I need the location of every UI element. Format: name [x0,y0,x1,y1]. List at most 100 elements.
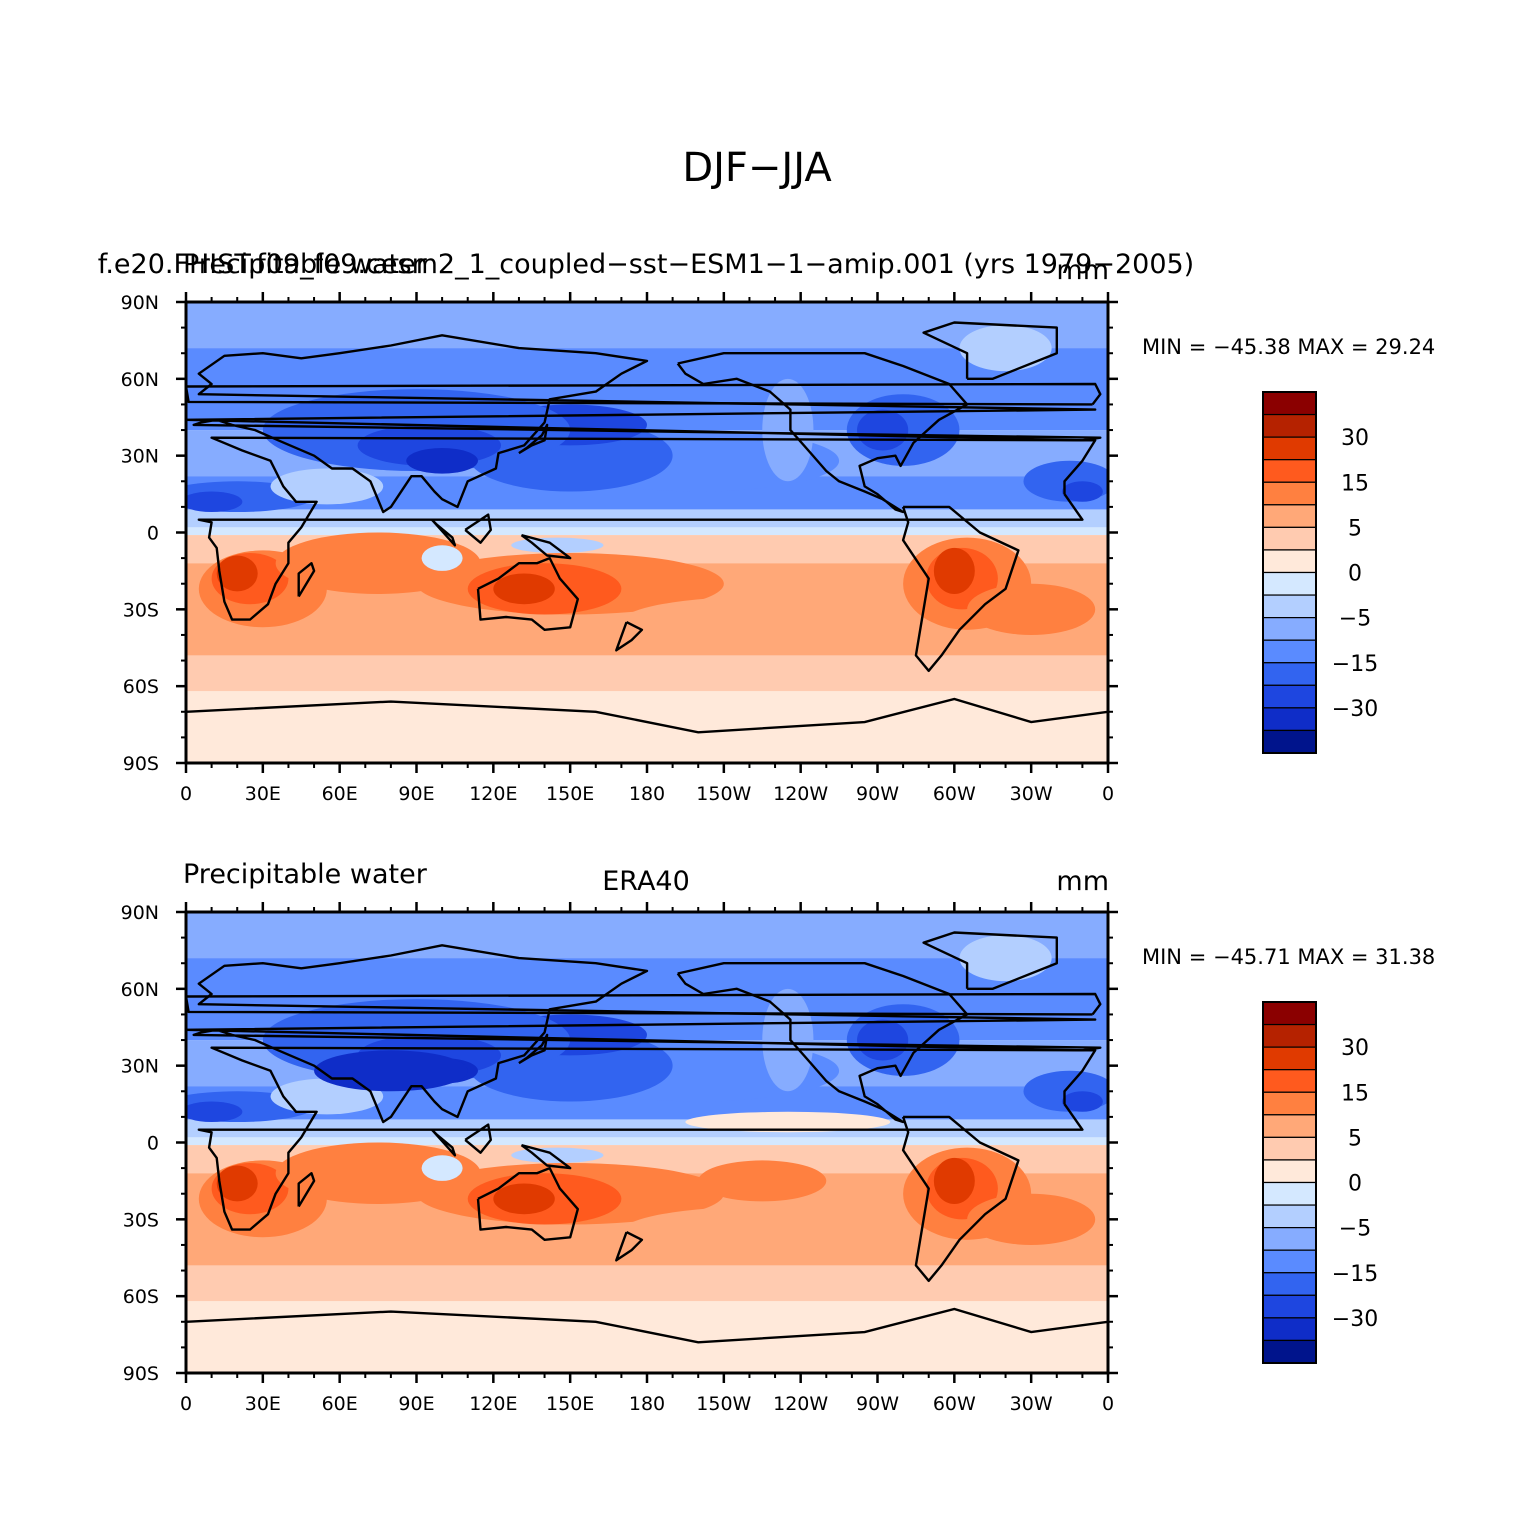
lat-label: 60N [121,369,159,391]
colorbar-swatch [1262,662,1317,686]
coastline [297,1172,316,1208]
lon-label: 30E [245,783,281,805]
lat-label: 30N [121,1056,159,1078]
lat-band [186,1137,1108,1146]
lat-band [186,302,1108,349]
colorbar-swatch [1262,1001,1317,1026]
lat-label: 30S [123,599,159,621]
lat-band [186,527,1108,536]
contour-region [511,537,604,553]
contour-region [933,547,975,594]
contour-region [511,1147,604,1163]
lat-band [186,509,1108,528]
coastline [464,513,492,544]
colorbar-swatch [1262,504,1317,528]
colorbar-swatch [1262,549,1317,574]
contour-region [1061,1091,1103,1112]
colorbar-label: −30 [1332,697,1378,722]
lon-label: 30W [1010,783,1053,805]
coastline [520,533,572,560]
colorbar-swatch [1262,1249,1317,1274]
antarctica-coastline [186,697,1108,734]
colorbar-swatch [1262,1272,1317,1296]
lon-label: 90W [856,1393,899,1415]
colorbar-swatch [1262,1159,1317,1184]
lon-label: 30W [1010,1393,1053,1415]
colorbar-swatch [1262,1339,1317,1364]
colorbar-swatch [1262,1204,1317,1229]
colorbar-swatch [1262,729,1317,754]
coastline [431,1128,457,1157]
colorbar-label: 15 [1341,471,1369,496]
panel-center-title: ERA40 [602,866,690,897]
panel-left-title: Precipitable water [183,249,428,280]
lat-label: 90N [121,902,159,924]
coastline [186,992,1102,1016]
colorbar-swatch [1262,459,1317,483]
colorbar-swatch [1262,481,1317,506]
colorbar-swatch [1262,594,1317,619]
colorbar-swatch [1262,1091,1317,1116]
colorbar-swatch [1262,1114,1317,1138]
lat-band [186,912,1108,959]
coastline [901,1115,1020,1282]
contour-region [933,1157,975,1204]
coastline [476,556,579,631]
contour-region [762,378,814,482]
lon-label: 90E [398,1393,434,1415]
contour-region [493,1183,555,1215]
lon-label: 30E [245,1393,281,1415]
lat-label: 0 [147,1133,159,1155]
colorbar-swatch [1262,707,1317,732]
colorbar-label: 30 [1341,426,1369,451]
colorbar-swatch [1262,413,1317,438]
contour-region [959,325,1052,372]
coastline [615,621,644,652]
coastline [476,1166,579,1241]
colorbar-swatch [1262,391,1317,416]
colorbar-label: 5 [1348,1126,1362,1151]
coastline [464,1123,492,1154]
map-panel-2 [186,912,1108,1373]
colorbar-swatch [1262,684,1317,709]
contour-region [857,1019,909,1061]
colorbar-swatch [1262,1023,1317,1048]
coastline [297,562,316,598]
lon-label: 150W [696,783,751,805]
colorbar-swatch [1262,1227,1317,1251]
contour-region [621,1206,904,1258]
contour-region [186,1101,243,1123]
antarctica-coastline [186,1307,1108,1344]
lat-label: 60S [123,676,159,698]
contour-region [621,596,904,648]
contour-region [857,409,909,451]
lon-label: 150W [696,1393,751,1415]
colorbar-swatch [1262,639,1317,664]
colorbar-label: −15 [1332,1262,1378,1287]
lon-label: 150E [546,783,594,805]
contour-region [959,935,1052,982]
colorbar-swatch [1262,1046,1317,1071]
colorbar-label: −15 [1332,652,1378,677]
contour-region [685,1111,891,1133]
colorbar-frame [1262,1001,1317,1364]
lon-label: 120W [773,1393,828,1415]
colorbar-swatch [1262,526,1317,551]
colorbar-label: 0 [1348,1172,1362,1197]
contour-region [762,988,814,1092]
lat-label: 90N [121,292,159,314]
colorbar-label: 30 [1341,1036,1369,1061]
colorbar-label: −5 [1339,607,1371,632]
colorbar-label: 5 [1348,516,1362,541]
lon-label: 60E [322,783,358,805]
colorbar-label: −5 [1339,1217,1371,1242]
lat-band [186,1301,1108,1373]
contour-region [314,1050,468,1092]
lon-label: 0 [1102,1393,1114,1415]
coastline [186,382,1102,406]
lon-label: 120E [469,1393,517,1415]
main-title: DJF−JJA [682,145,832,191]
colorbar-swatch [1262,1181,1317,1206]
contour-region [270,468,384,505]
